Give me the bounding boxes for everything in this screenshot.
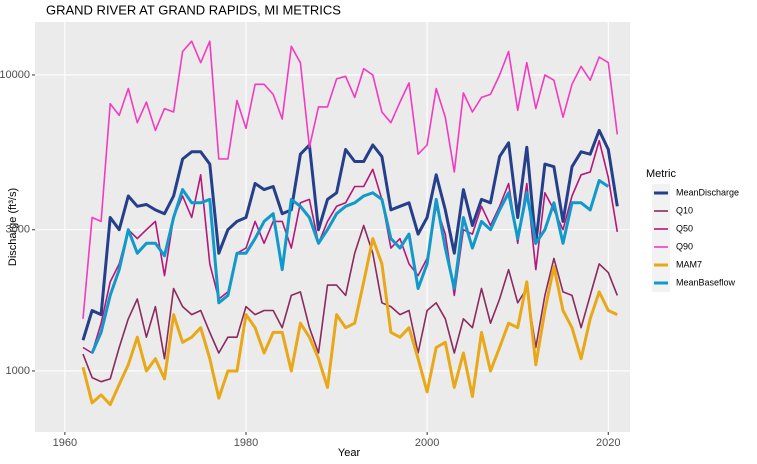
series-line <box>82 40 619 319</box>
x-tick-label: 1980 <box>234 437 258 449</box>
series-line <box>81 237 618 407</box>
legend-title: Metric <box>646 168 676 180</box>
x-tick-label: 1960 <box>53 437 77 449</box>
x-tick-label: 2020 <box>596 437 620 449</box>
y-tick-label: 1000 <box>6 365 30 377</box>
legend-label: MAM7 <box>676 259 702 269</box>
series-line <box>90 179 610 354</box>
y-axis-label: Discharge (ft³/s) <box>7 188 19 266</box>
x-tick-label: 2000 <box>415 437 439 449</box>
legend-label: Q90 <box>676 241 693 251</box>
x-axis-label: Year <box>338 447 361 459</box>
y-tick-label: 3000 <box>6 224 30 236</box>
legend-label: MeanDischarge <box>676 187 739 197</box>
legend-label: Q50 <box>676 223 693 233</box>
y-tick-label: 10000 <box>0 69 30 81</box>
legend-label: MeanBaseflow <box>676 277 736 287</box>
legend-label: Q10 <box>676 205 693 215</box>
chart-title: GRAND RIVER AT GRAND RAPIDS, MI METRICS <box>46 2 341 17</box>
series-line <box>81 128 619 341</box>
